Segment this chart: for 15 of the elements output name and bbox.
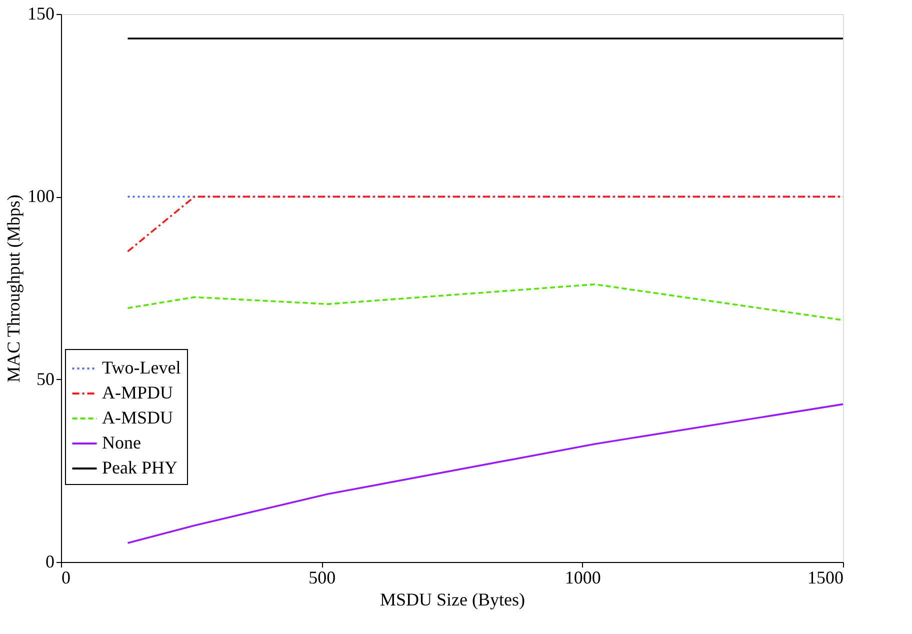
x-tick-label: 1500 bbox=[808, 568, 844, 588]
legend-label: A-MSDU bbox=[102, 408, 174, 428]
x-tick-label: 0 bbox=[62, 568, 70, 588]
y-tick-label: 100 bbox=[28, 186, 54, 206]
y-tick-label: 0 bbox=[46, 552, 54, 572]
x-tick-label: 500 bbox=[308, 568, 336, 588]
legend-label: A-MPDU bbox=[102, 382, 174, 402]
legend-label: Peak PHY bbox=[102, 458, 178, 478]
y-tick-label: 50 bbox=[36, 368, 54, 389]
legend-label: None bbox=[102, 432, 141, 452]
y-tick-label: 150 bbox=[28, 4, 54, 24]
y-axis-title: MAC Throughput (Mbps) bbox=[4, 194, 24, 382]
legend-label: Two-Level bbox=[102, 358, 181, 378]
x-tick-label: 1000 bbox=[564, 568, 601, 588]
x-axis-title: MSDU Size (Bytes) bbox=[380, 590, 525, 610]
